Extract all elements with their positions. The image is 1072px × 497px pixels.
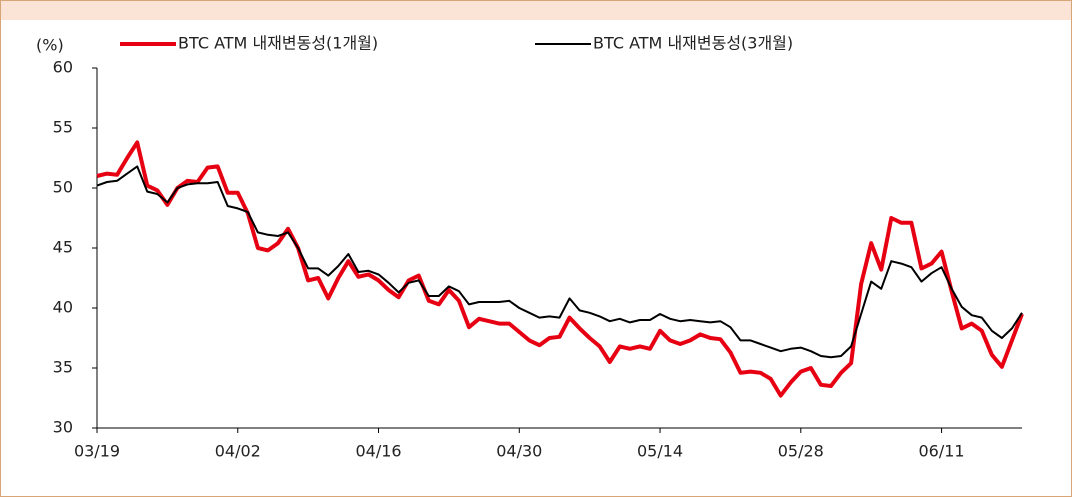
y-tick-label: 40 — [53, 298, 73, 317]
x-tick-label: 05/14 — [637, 442, 683, 461]
legend-label: BTC ATM 내재변동성(1개월) — [178, 34, 378, 53]
y-tick-label: 35 — [53, 358, 73, 377]
y-tick-label: 60 — [53, 58, 73, 77]
series-line — [96, 165, 1023, 359]
x-tick-label: 05/28 — [778, 442, 824, 461]
x-tick-label: 06/11 — [919, 442, 965, 461]
y-tick-label: 50 — [53, 178, 73, 197]
legend-label: BTC ATM 내재변동성(3개월) — [593, 34, 793, 53]
x-tick-label: 04/02 — [215, 442, 261, 461]
x-tick-label: 03/19 — [74, 442, 120, 461]
y-axis-label: (%) — [36, 36, 64, 55]
series-line — [96, 140, 1024, 398]
y-tick-label: 55 — [53, 118, 73, 137]
header-band — [0, 0, 1072, 20]
x-tick-label: 04/16 — [355, 442, 401, 461]
y-tick-label: 30 — [53, 418, 73, 437]
y-tick-label: 45 — [53, 238, 73, 257]
x-tick-label: 04/30 — [496, 442, 542, 461]
